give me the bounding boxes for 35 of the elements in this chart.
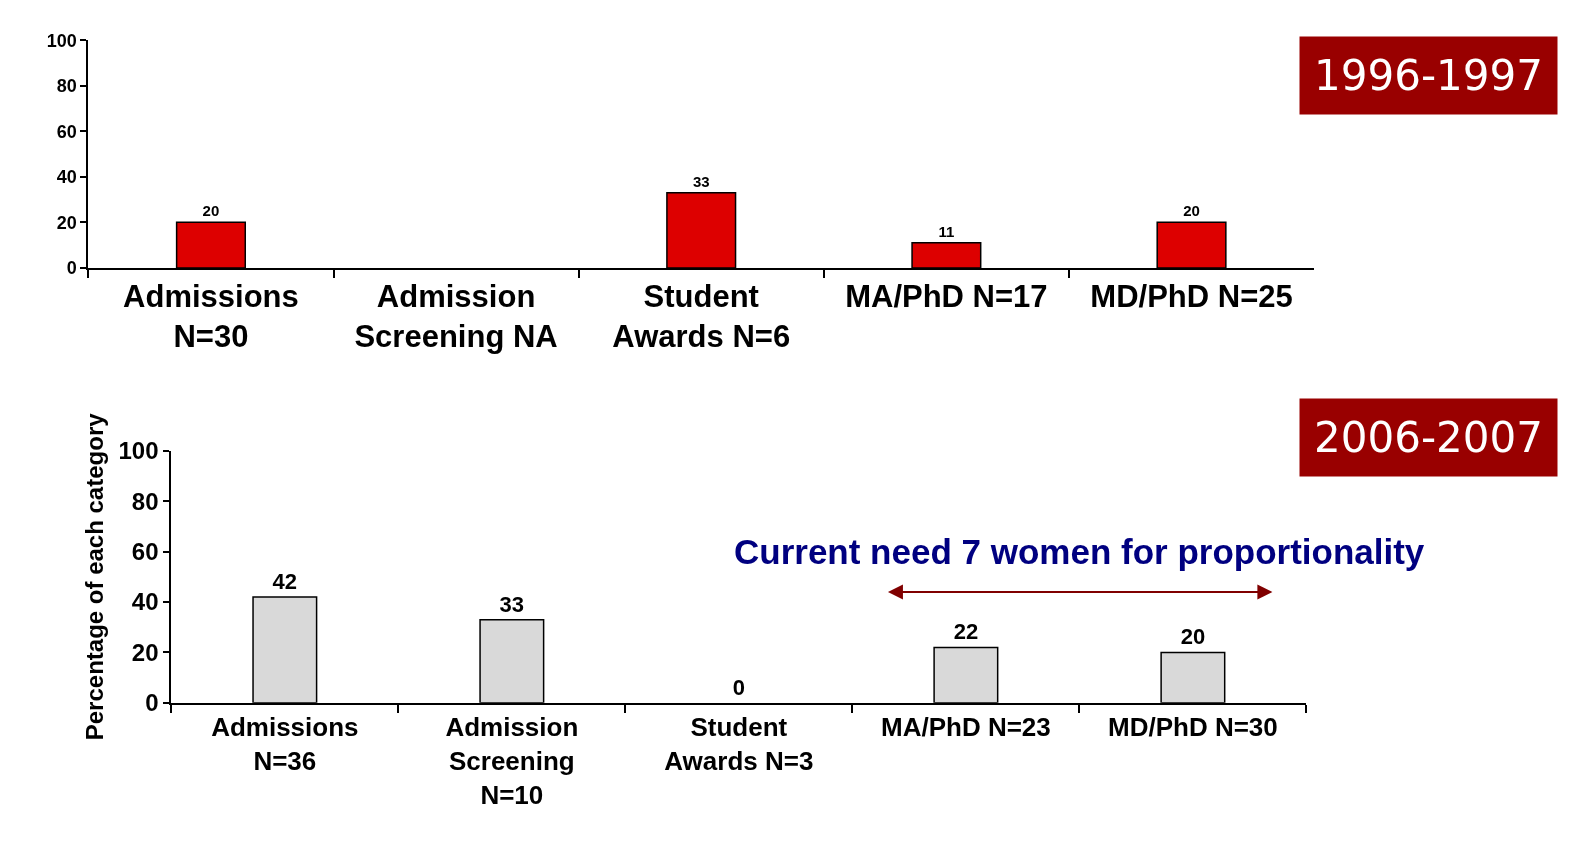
y-tick-label: 60 — [56, 121, 77, 142]
y-tick-label: 100 — [118, 437, 159, 465]
data-label: 33 — [692, 172, 710, 190]
x-tick-label: Student Awards N=3 — [664, 712, 814, 776]
y-tick-label: 80 — [131, 487, 159, 515]
x-tick-label: Admissions N=36 — [211, 712, 359, 776]
x-tick-label: MA/PhD N=23 — [881, 712, 1051, 743]
y-tick-label: 80 — [56, 76, 77, 97]
data-label: 0 — [732, 674, 745, 700]
y-tick-label: 0 — [66, 258, 77, 279]
y-tick-label: 40 — [131, 588, 159, 616]
annotation: Current need 7 women for proportionality — [734, 532, 1425, 571]
data-label: 20 — [1183, 202, 1200, 220]
y-tick-label: 20 — [131, 638, 159, 666]
x-tick-label: MD/PhD N=30 — [1108, 712, 1278, 743]
data-label: 20 — [202, 202, 220, 220]
x-tick-label: Student Awards N=6 — [612, 279, 791, 355]
data-label: 33 — [499, 591, 525, 617]
y-tick-label: 20 — [56, 212, 77, 233]
x-tick-label: MA/PhD N=17 — [845, 279, 1048, 315]
data-label: 42 — [272, 569, 298, 595]
x-tick-label: MD/PhD N=25 — [1090, 279, 1293, 315]
data-label: 20 — [1180, 624, 1206, 650]
y-axis-title: Percentage of each category — [81, 412, 109, 741]
data-label: 22 — [953, 619, 979, 645]
x-tick-label: Admissions N=30 — [123, 279, 299, 355]
data-label: 11 — [938, 222, 955, 240]
y-tick-label: 0 — [145, 689, 159, 717]
x-tick-label: Admission Screening NA — [354, 279, 558, 355]
y-tick-label: 60 — [131, 538, 159, 566]
text: 2006-2007 — [1314, 413, 1543, 462]
y-tick-label: 40 — [56, 167, 77, 188]
x-tick-label: Admission Screening N=10 — [445, 712, 579, 810]
text: 1996-1997 — [1314, 51, 1543, 100]
y-tick-label: 100 — [46, 30, 77, 51]
